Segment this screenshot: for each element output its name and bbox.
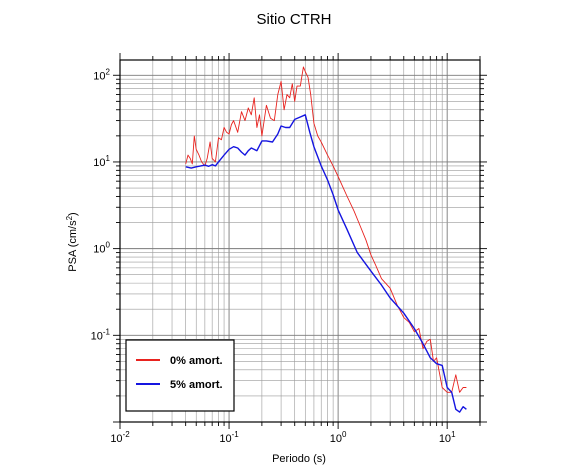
x-tick-label: 10-2 — [110, 430, 130, 445]
x-tick-label-base: 10 — [330, 433, 342, 445]
x-tick-label-exp: -1 — [232, 430, 240, 439]
series-layer — [185, 66, 467, 413]
x-tick-label-exp: 0 — [342, 430, 347, 439]
x-tick-label: 101 — [439, 430, 456, 445]
y-tick-label-base: 10 — [93, 244, 105, 256]
y-tick-label: 101 — [93, 154, 110, 169]
x-tick-label-base: 10 — [219, 433, 231, 445]
series-line-0 — [185, 66, 467, 393]
chart-title: Sitio CTRH — [256, 11, 331, 28]
y-tick-label-base: 10 — [93, 70, 105, 82]
y-tick-label-base: 10 — [91, 330, 103, 342]
y-tick-label: 100 — [93, 241, 110, 256]
y-tick-label-exp: -1 — [103, 327, 111, 336]
y-tick-label: 10-1 — [91, 327, 111, 342]
y-axis-label-end: ) — [67, 212, 79, 216]
legend-label-1: 5% amort. — [170, 379, 223, 391]
series-line-1 — [185, 114, 467, 413]
x-tick-label-base: 10 — [110, 433, 122, 445]
y-tick-label-exp: 1 — [106, 154, 111, 163]
x-tick-label: 100 — [330, 430, 347, 445]
y-axis-label-base: PSA (cm/s — [67, 220, 79, 272]
y-axis-label: PSA (cm/s2) — [65, 212, 79, 271]
y-tick-label-exp: 0 — [106, 241, 111, 250]
y-tick-label-base: 10 — [93, 157, 105, 169]
legend: 0% amort. 5% amort. — [125, 339, 235, 412]
plot-frame — [119, 59, 481, 423]
x-tick-label-base: 10 — [439, 433, 451, 445]
x-tick-label-exp: -2 — [123, 430, 131, 439]
x-tick-label: 10-1 — [219, 430, 239, 445]
y-tick-label-exp: 2 — [106, 67, 111, 76]
x-axis-label: Periodo (s) — [272, 453, 326, 465]
y-axis-label-exp: 2 — [65, 215, 74, 220]
legend-label-0: 0% amort. — [170, 355, 223, 367]
y-tick-label: 102 — [93, 67, 110, 82]
x-tick-label-exp: 1 — [451, 430, 456, 439]
legend-box — [125, 339, 235, 412]
